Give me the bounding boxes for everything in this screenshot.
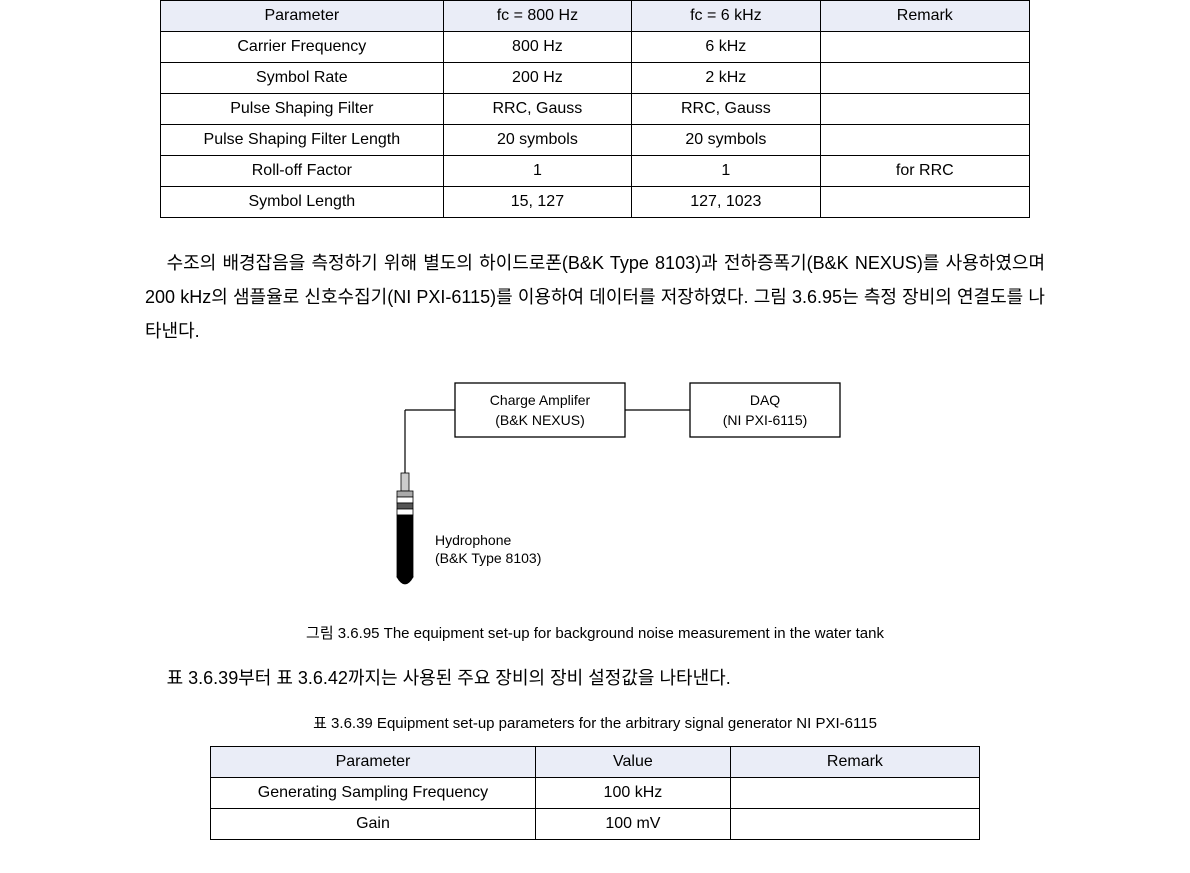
cell: 1 [632,156,820,187]
page-content: Parameter fc = 800 Hz fc = 6 kHz Remark … [0,0,1190,870]
table-row: Symbol Rate 200 Hz 2 kHz [161,63,1030,94]
diagram-svg: Charge Amplifer (B&K NEXUS) DAQ (NI PXI-… [335,373,855,603]
cell [730,808,979,839]
cell: RRC, Gauss [443,94,631,125]
column-header: Parameter [161,1,444,32]
table-row: Pulse Shaping Filter RRC, Gauss RRC, Gau… [161,94,1030,125]
column-header: Value [535,746,730,777]
cell: Symbol Length [161,187,444,218]
parameter-table-2: Parameter Value Remark Generating Sampli… [210,746,980,840]
figure-caption: 그림 3.6.95 The equipment set-up for backg… [145,622,1045,646]
hydrophone-label-1: Hydrophone [435,532,511,548]
table-row: Gain 100 mV [211,808,980,839]
column-header: Remark [820,1,1029,32]
cell: Pulse Shaping Filter Length [161,125,444,156]
cell [820,187,1029,218]
cell [820,63,1029,94]
cell: Symbol Rate [161,63,444,94]
body-paragraph-1: 수조의 배경잡음을 측정하기 위해 별도의 하이드로폰(B&K Type 810… [145,246,1045,349]
hydrophone-label-2: (B&K Type 8103) [435,550,541,566]
daq-label-2: (NI PXI-6115) [723,412,808,428]
parameter-table-1: Parameter fc = 800 Hz fc = 6 kHz Remark … [160,0,1030,218]
column-header: Remark [730,746,979,777]
table-row: Pulse Shaping Filter Length 20 symbols 2… [161,125,1030,156]
cell [820,32,1029,63]
hydrophone-icon [397,473,413,584]
cell: 15, 127 [443,187,631,218]
cell: Gain [211,808,536,839]
cell: 20 symbols [443,125,631,156]
table-row: Generating Sampling Frequency 100 kHz [211,777,980,808]
cell [730,777,979,808]
cell: 6 kHz [632,32,820,63]
table-row: Parameter Value Remark [211,746,980,777]
cell: for RRC [820,156,1029,187]
table-row: Carrier Frequency 800 Hz 6 kHz [161,32,1030,63]
column-header: Parameter [211,746,536,777]
cell [820,94,1029,125]
daq-label-1: DAQ [750,392,780,408]
cell: 1 [443,156,631,187]
cell: 100 kHz [535,777,730,808]
equipment-diagram: Charge Amplifer (B&K NEXUS) DAQ (NI PXI-… [145,373,1045,608]
column-header: fc = 6 kHz [632,1,820,32]
cell [820,125,1029,156]
cell: 200 Hz [443,63,631,94]
cell: Carrier Frequency [161,32,444,63]
cell: 2 kHz [632,63,820,94]
cell: 100 mV [535,808,730,839]
table-row: Roll-off Factor 1 1 for RRC [161,156,1030,187]
table-row: Parameter fc = 800 Hz fc = 6 kHz Remark [161,1,1030,32]
cell: Roll-off Factor [161,156,444,187]
body-paragraph-2: 표 3.6.39부터 표 3.6.42까지는 사용된 주요 장비의 장비 설정값… [145,664,1045,690]
table2-caption: 표 3.6.39 Equipment set-up parameters for… [145,712,1045,736]
cell: RRC, Gauss [632,94,820,125]
column-header: fc = 800 Hz [443,1,631,32]
charge-amplifier-label-1: Charge Amplifer [490,392,591,408]
cell: Generating Sampling Frequency [211,777,536,808]
cell: 800 Hz [443,32,631,63]
cell: Pulse Shaping Filter [161,94,444,125]
cell: 127, 1023 [632,187,820,218]
table-row: Symbol Length 15, 127 127, 1023 [161,187,1030,218]
cell: 20 symbols [632,125,820,156]
charge-amplifier-label-2: (B&K NEXUS) [495,412,584,428]
